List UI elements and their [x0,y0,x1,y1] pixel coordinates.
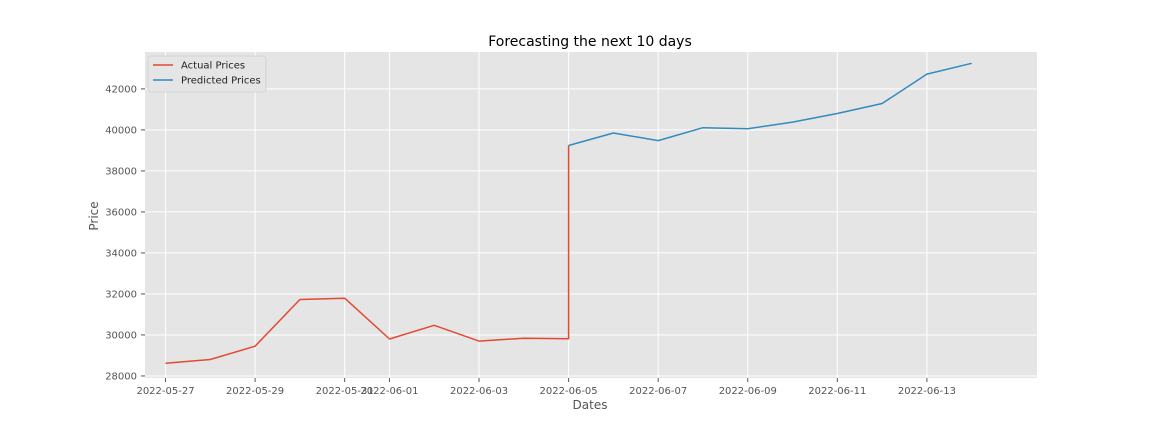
x-tick-label: 2022-05-27 [136,386,194,397]
y-tick-label: 34000 [105,248,137,259]
y-axis-label: Price [87,201,101,230]
gridlines [145,52,1037,378]
y-tick-label: 42000 [105,84,137,95]
x-tick-label: 2022-06-07 [629,386,687,397]
y-tick-label: 40000 [105,125,137,136]
series-lines [165,62,972,364]
x-axis-label: Dates [573,398,608,412]
x-tick-label: 2022-06-13 [898,386,956,397]
chart-title: Forecasting the next 10 days [488,34,692,50]
x-tick-label: 2022-06-01 [360,386,418,397]
x-tick-label: 2022-06-05 [540,386,598,397]
series-line-actual-prices [165,145,570,364]
y-axis-ticks: 28000 30000 32000 34000 36000 38000 40000 42000 [105,84,145,382]
legend-box [147,55,267,93]
plot-area [145,52,1037,378]
y-tick-label: 32000 [105,289,137,300]
y-tick-label: 30000 [105,330,137,341]
x-tick-label: 2022-06-03 [450,386,508,397]
series-line-predicted-prices [568,62,972,147]
x-tick-label: 2022-06-11 [808,386,866,397]
x-axis-ticks: 2022-05-27 2022-05-29 2022-05-312022-06-01… [136,378,956,397]
x-tick-label: 2022-05-29 [226,386,284,397]
y-tick-label: 28000 [105,371,137,382]
x-tick-label: 2022-06-09 [719,386,777,397]
y-tick-label: 36000 [105,207,137,218]
x-tick-label: 2022-05-31 [316,386,374,397]
y-tick-label: 38000 [105,166,137,177]
legend-label: Actual Prices [181,61,245,72]
legend-label: Predicted Prices [181,76,261,87]
legend: Actual Prices Predicted Prices [147,55,267,93]
